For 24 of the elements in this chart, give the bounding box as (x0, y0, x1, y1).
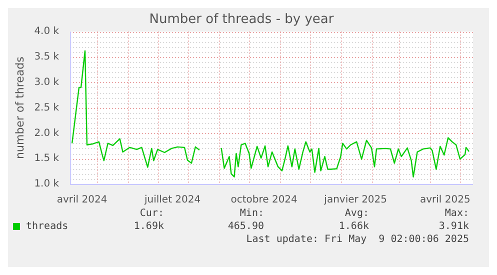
text: 465.90 (228, 221, 264, 232)
y-tick-label: 4.0 k (34, 26, 60, 38)
x-tick-label: janvier 2025 (323, 194, 388, 206)
y-axis-title: number of threads (13, 56, 26, 159)
y-tick-label: 2.5 k (34, 102, 60, 114)
text: Avg: (344, 208, 369, 219)
y-tick-label: 3.5 k (34, 52, 60, 63)
text: 1.66k (338, 221, 369, 232)
text: Cur: (140, 208, 164, 219)
y-tick-label: 1.0 k (34, 178, 60, 190)
y-tick-label: 3.0 k (34, 76, 60, 88)
chart-title: Number of threads - by year (149, 12, 334, 28)
text: Min: (240, 208, 264, 219)
x-tick-label: avril 2025 (420, 194, 470, 206)
text: Max: (444, 208, 469, 219)
legend-label: threads (26, 221, 68, 232)
y-tick-label: 1.5 k (34, 153, 60, 164)
x-tick-label: avril 2024 (56, 194, 108, 206)
y-tick-label: 2.0 k (34, 128, 60, 139)
text: 3.91k (438, 221, 469, 232)
x-tick-label: octobre 2024 (230, 194, 298, 206)
x-tick-label: juillet 2024 (143, 194, 201, 206)
text: Last update: Fri May 9 02:00:06 2025 (246, 234, 469, 245)
text: 1.69k (134, 221, 164, 232)
